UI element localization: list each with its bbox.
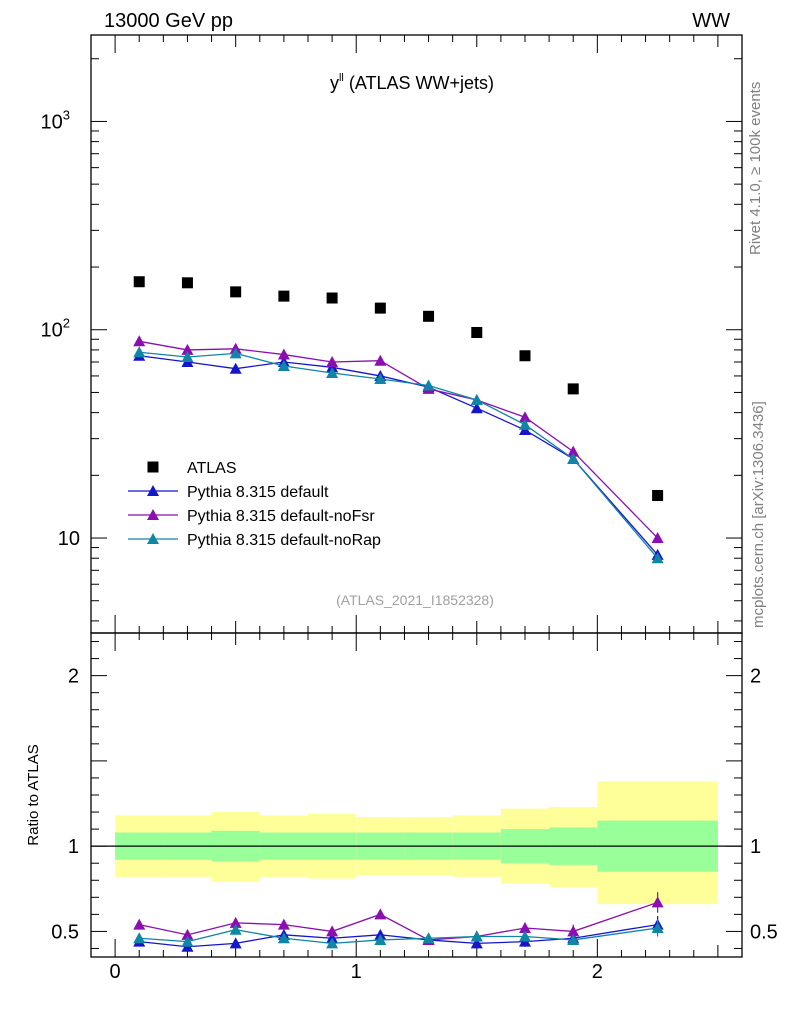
marker-nofsr xyxy=(374,354,387,366)
marker-norap xyxy=(374,373,387,385)
main-series-group xyxy=(133,276,664,564)
ratio-series-group xyxy=(133,892,664,952)
x-tick-label: 1 xyxy=(351,961,362,983)
marker-norap xyxy=(470,393,483,405)
ratio-marker-norap xyxy=(651,922,664,934)
ratio-marker-norap xyxy=(326,937,339,949)
ratio-marker-nofsr xyxy=(651,896,664,908)
marker-norap xyxy=(422,379,435,391)
collision-label: 13000 GeV pp xyxy=(104,10,233,32)
marker-norap xyxy=(181,350,194,362)
series-nofsr xyxy=(133,335,664,544)
marker-atlas xyxy=(471,326,483,338)
marker-atlas xyxy=(278,290,290,302)
axis-tick-labels: 10 102 103 0.5 0.5 1 1 2 2 0 1 2 xyxy=(41,107,778,983)
marker-atlas xyxy=(567,383,579,395)
legend-marker-nofsr xyxy=(147,509,159,520)
ratio-uncertainty-bands xyxy=(115,781,718,905)
ratio-marker-norap xyxy=(133,932,146,944)
marker-def xyxy=(470,402,483,414)
marker-norap xyxy=(229,347,242,359)
marker-nofsr xyxy=(326,355,339,367)
ratio-marker-nofsr xyxy=(133,918,146,930)
ratio-marker-nofsr xyxy=(567,925,580,937)
ratio-marker-norap xyxy=(422,932,435,944)
ratio-marker-norap xyxy=(277,932,290,944)
ratio-marker-def xyxy=(229,937,242,949)
y-tick-exponent: 3 xyxy=(63,107,70,122)
series-norap xyxy=(133,346,664,564)
marker-atlas xyxy=(652,490,664,502)
marker-atlas xyxy=(423,310,435,322)
y-tick-label: 102 xyxy=(41,316,70,342)
legend-label-def: Pythia 8.315 default xyxy=(187,484,329,501)
marker-atlas xyxy=(230,286,242,298)
ratio-tick-label-left: 1 xyxy=(68,836,79,858)
legend-label-nofsr: Pythia 8.315 default-noFsr xyxy=(187,508,375,525)
ratio-marker-norap xyxy=(567,933,580,945)
marker-norap xyxy=(567,452,580,464)
ratio-marker-nofsr xyxy=(181,928,194,940)
marker-atlas xyxy=(519,350,531,362)
marker-nofsr xyxy=(519,411,531,423)
ratio-marker-norap xyxy=(519,930,531,942)
marker-norap xyxy=(519,418,531,430)
ratio-marker-nofsr xyxy=(326,925,339,937)
x-tick-label: 2 xyxy=(592,961,603,983)
ratio-tick-label-left: 0.5 xyxy=(51,921,79,943)
ratio-axis-label: Ratio to ATLAS xyxy=(25,744,42,845)
ratio-series-def xyxy=(133,916,664,952)
ratio-marker-def xyxy=(470,937,483,949)
y-tick-exponent: 2 xyxy=(63,316,70,331)
marker-norap xyxy=(651,552,664,564)
marker-nofsr xyxy=(567,445,580,457)
marker-norap xyxy=(277,359,290,371)
series-line-norap xyxy=(139,351,659,559)
legend-marker-def xyxy=(147,485,159,496)
ratio-marker-nofsr xyxy=(229,916,242,928)
marker-norap xyxy=(133,346,146,358)
legend-label-norap: Pythia 8.315 default-noRap xyxy=(187,532,381,549)
marker-nofsr xyxy=(277,348,290,360)
legend-marker-norap xyxy=(147,533,159,544)
plot-title: yll (ATLAS WW+jets) xyxy=(330,72,494,93)
rivet-label: Rivet 4.1.0, ≥ 100k events xyxy=(747,82,764,255)
ratio-tick-label-left: 2 xyxy=(68,666,79,688)
y-tick-label: 10 xyxy=(58,528,80,550)
marker-atlas xyxy=(133,276,145,288)
marker-def xyxy=(229,362,242,374)
marker-nofsr xyxy=(181,343,194,355)
ratio-marker-nofsr xyxy=(277,918,290,930)
ratio-marker-norap xyxy=(470,930,483,942)
marker-nofsr xyxy=(133,335,146,347)
marker-norap xyxy=(326,366,339,378)
ratio-marker-norap xyxy=(374,933,387,945)
marker-nofsr xyxy=(651,532,664,544)
marker-atlas xyxy=(326,292,338,304)
marker-atlas xyxy=(181,277,193,289)
series-atlas xyxy=(133,276,664,502)
analysis-watermark: (ATLAS_2021_I1852328) xyxy=(336,592,494,608)
ratio-tick-label-right: 0.5 xyxy=(750,921,778,943)
legend: ATLAS Pythia 8.315 default Pythia 8.315 de… xyxy=(128,460,381,549)
x-tick-label: 0 xyxy=(110,961,121,983)
ratio-line-norap xyxy=(139,927,658,945)
legend-label-atlas: ATLAS xyxy=(187,460,237,477)
ratio-tick-label-right: 2 xyxy=(750,666,761,688)
axis-ticks xyxy=(91,35,742,957)
legend-marker-atlas xyxy=(147,461,159,473)
ratio-marker-norap xyxy=(229,923,242,935)
process-label: WW xyxy=(692,10,730,32)
ratio-series-norap xyxy=(133,919,664,949)
mcplots-label: mcplots.cern.ch [arXiv:1306.3436] xyxy=(750,401,767,628)
ratio-marker-norap xyxy=(181,935,194,947)
y-tick-label: 103 xyxy=(41,107,70,133)
ratio-marker-nofsr xyxy=(374,908,387,920)
ratio-marker-nofsr xyxy=(519,922,531,934)
series-line-def xyxy=(139,355,659,556)
marker-atlas xyxy=(374,302,386,314)
ratio-tick-label-right: 1 xyxy=(750,836,761,858)
